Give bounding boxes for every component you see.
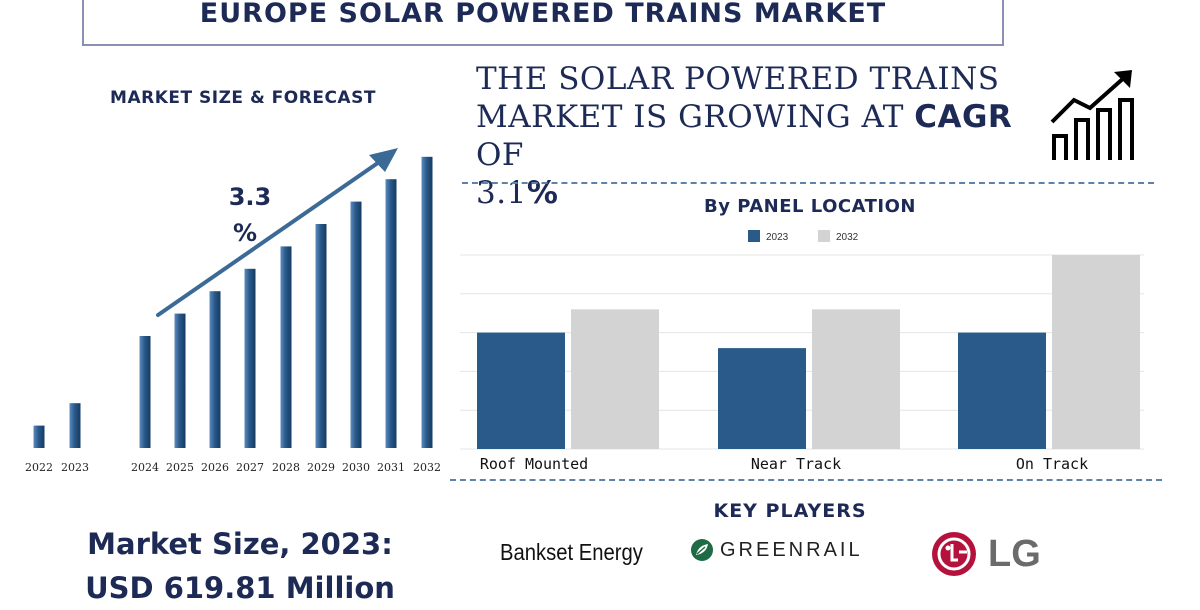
forecast-year-label-2030: 2030 <box>342 461 370 474</box>
trend-arrow-line <box>156 156 387 317</box>
growth-chart-icon <box>1050 70 1134 160</box>
bankset-energy-logo: Bankset Energy <box>500 539 643 565</box>
market-size-line-2: USD 619.81 Million <box>85 571 395 605</box>
cagr-percent: % <box>526 175 559 211</box>
greenrail-logo: GREENRAIL <box>690 538 863 562</box>
forecast-bar-2030 <box>350 201 362 448</box>
panel-category-label-2: On Track <box>1016 455 1088 473</box>
greenrail-wordmark: GREENRAIL <box>720 538 863 561</box>
forecast-year-label-2023: 2023 <box>61 461 89 474</box>
forecast-heading: MARKET SIZE & FORECAST <box>110 88 376 108</box>
forecast-year-label-2029: 2029 <box>307 461 335 474</box>
legend-label-2032: 2032 <box>836 232 859 243</box>
cagr-headline: THE SOLAR POWERED TRAINS MARKET IS GROWI… <box>476 60 1036 212</box>
forecast-bar-2025 <box>174 313 186 448</box>
greenrail-leaf-icon <box>691 539 713 561</box>
cagr-label: CAGR <box>914 99 1013 135</box>
forecast-year-label-2028: 2028 <box>272 461 300 474</box>
market-size-text: Market Size, 2023: USD 619.81 Million <box>48 522 432 610</box>
panel-category-label-0: Roof Mounted <box>480 455 588 473</box>
divider-top <box>462 182 1154 184</box>
forecast-growth-percent: % <box>233 219 257 247</box>
key-players-heading: KEY PLAYERS <box>713 500 867 522</box>
panel-category-label-1: Near Track <box>751 455 841 473</box>
header-title-box: EUROPE SOLAR POWERED TRAINS MARKET <box>82 0 1004 46</box>
forecast-bar-2029 <box>315 224 327 448</box>
forecast-bar-2026 <box>209 291 221 448</box>
divider-bottom <box>450 479 1162 481</box>
forecast-year-label-2022: 2022 <box>25 461 53 474</box>
forecast-year-label-2031: 2031 <box>377 461 405 474</box>
panel-location-title: By PANEL LOCATION <box>703 196 916 217</box>
legend-swatch-2032 <box>818 230 830 242</box>
forecast-bar-2024 <box>139 336 151 448</box>
panel-location-chart: 2023 2032 Roof Mounted Near Track On Track <box>460 230 1144 473</box>
panel-bar-2023-0 <box>477 332 565 449</box>
lg-wordmark: LG <box>988 532 1041 575</box>
cagr-line-3: 3.1% <box>476 174 1036 212</box>
cagr-value: 3.1 <box>476 175 527 211</box>
market-size-line-1: Market Size, 2023: <box>87 527 393 561</box>
panel-bar-2032-2 <box>1052 255 1140 449</box>
forecast-year-label-2024: 2024 <box>131 461 159 474</box>
panel-bar-2023-1 <box>718 348 806 449</box>
forecast-bar-2022 <box>33 425 45 448</box>
forecast-year-label-2027: 2027 <box>236 461 264 474</box>
cagr-line-2-post: OF <box>476 137 524 173</box>
forecast-chart: 2022 2023 2024 2025 2026 2027 2028 2029 2030 2031… <box>25 148 441 474</box>
lg-logo: LG <box>930 530 1041 578</box>
panel-bar-2032-1 <box>812 309 900 449</box>
forecast-year-label-2026: 2026 <box>201 461 229 474</box>
forecast-bar-2031 <box>385 179 397 448</box>
forecast-bar-2028 <box>280 246 292 448</box>
cagr-line-2-pre: MARKET IS GROWING AT <box>476 99 915 135</box>
page-title: EUROPE SOLAR POWERED TRAINS MARKET <box>199 0 887 29</box>
trend-arrow-head-icon <box>369 148 398 172</box>
cagr-line-2: MARKET IS GROWING AT CAGR OF <box>476 98 1036 174</box>
panel-bar-2023-2 <box>958 332 1046 449</box>
forecast-year-label-2032: 2032 <box>413 461 441 474</box>
forecast-growth-label: 3.3% <box>229 183 272 247</box>
legend-swatch-2023 <box>748 230 760 242</box>
forecast-growth-value: 3.3 <box>229 183 272 211</box>
forecast-bar-2023 <box>69 403 81 448</box>
forecast-bar-2027 <box>244 268 256 448</box>
panel-bar-2032-0 <box>571 309 659 449</box>
lg-face-icon <box>932 532 976 576</box>
forecast-year-label-2025: 2025 <box>166 461 194 474</box>
legend-label-2023: 2023 <box>766 232 789 243</box>
forecast-bar-2032 <box>421 156 433 449</box>
cagr-line-1: THE SOLAR POWERED TRAINS <box>476 61 1000 97</box>
